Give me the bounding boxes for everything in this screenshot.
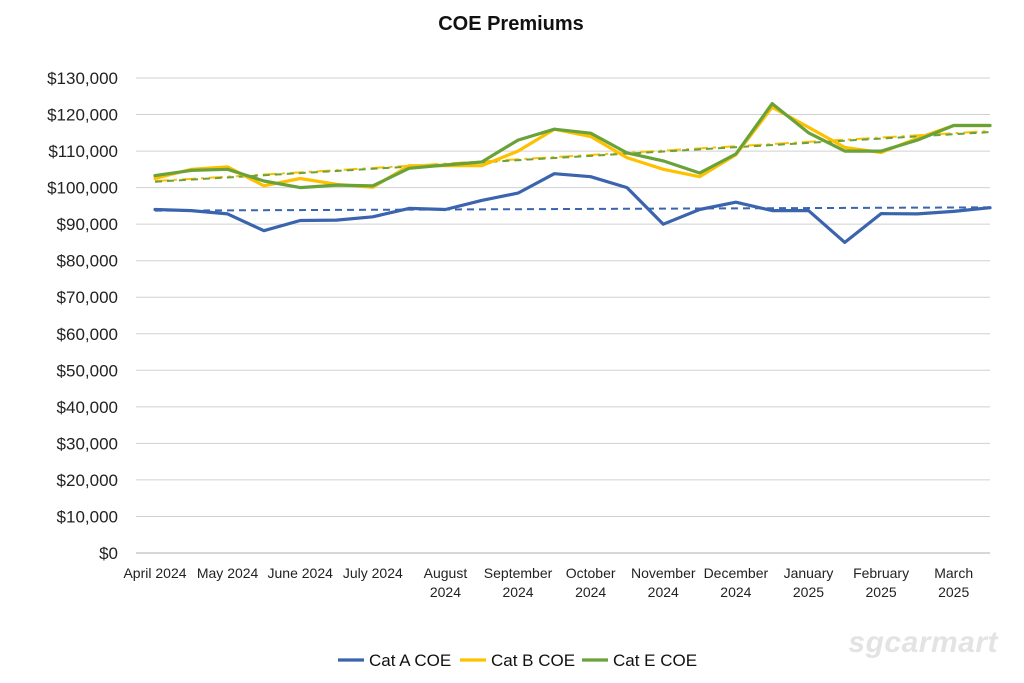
y-tick-label: $110,000: [48, 142, 118, 161]
x-axis-tick-labels: April 2024 May 2024 June 2024 July 2024 Augu…: [123, 565, 973, 600]
series-line-cat-b-coe: [153, 105, 992, 189]
x-tick-label: October 2024: [566, 565, 616, 600]
x-tick-label: April 2024: [123, 565, 186, 581]
y-tick-label: $60,000: [57, 325, 118, 344]
x-tick-label: June 2024: [268, 565, 334, 581]
y-axis-tick-labels: $0 $10,000 $20,000 $30,000 $40,000 $50,000 $60…: [47, 69, 118, 563]
y-tick-label: $120,000: [47, 106, 118, 125]
x-tick-label: August 2024: [424, 565, 468, 600]
trendline-cat-a-coe-trend: [154, 206, 991, 212]
trendline-cat-b-coe-trend: [154, 129, 991, 183]
legend-label-cat-b-coe: Cat B COE: [491, 651, 575, 670]
y-tick-label: $30,000: [57, 434, 118, 453]
sgcarmart-watermark: sgcarmart: [848, 626, 999, 659]
x-tick-label: September 2024: [484, 565, 553, 600]
series-line-cat-e-coe: [153, 101, 992, 190]
x-tick-label: February 2025: [853, 565, 909, 600]
x-tick-label: March 2025: [934, 565, 973, 600]
y-tick-label: $100,000: [47, 179, 118, 198]
y-tick-label: $70,000: [57, 288, 118, 307]
gridlines: [136, 77, 990, 517]
x-tick-label: January 2025: [784, 565, 834, 600]
y-tick-label: $40,000: [57, 398, 118, 417]
data-series: [153, 101, 992, 244]
series-line-cat-a-coe: [153, 172, 992, 244]
x-tick-label: July 2024: [343, 565, 403, 581]
y-tick-label: $130,000: [47, 69, 118, 88]
chart-title: COE Premiums: [438, 13, 584, 35]
y-tick-label: $0: [99, 544, 118, 563]
legend-label-cat-e-coe: Cat E COE: [613, 651, 697, 670]
x-tick-label: May 2024: [197, 565, 259, 581]
y-tick-label: $80,000: [57, 252, 118, 271]
y-tick-label: $90,000: [57, 215, 118, 234]
y-tick-label: $10,000: [57, 507, 118, 526]
x-tick-label: December 2024: [704, 565, 769, 600]
legend-label-cat-a-coe: Cat A COE: [369, 651, 451, 670]
trendlines: [154, 129, 991, 212]
y-tick-label: $50,000: [57, 361, 118, 380]
legend: Cat A COE Cat B COE Cat E COE: [338, 651, 697, 670]
trendline-cat-e-coe-trend: [154, 131, 991, 183]
x-tick-label: November 2024: [631, 565, 696, 600]
y-tick-label: $20,000: [57, 471, 118, 490]
